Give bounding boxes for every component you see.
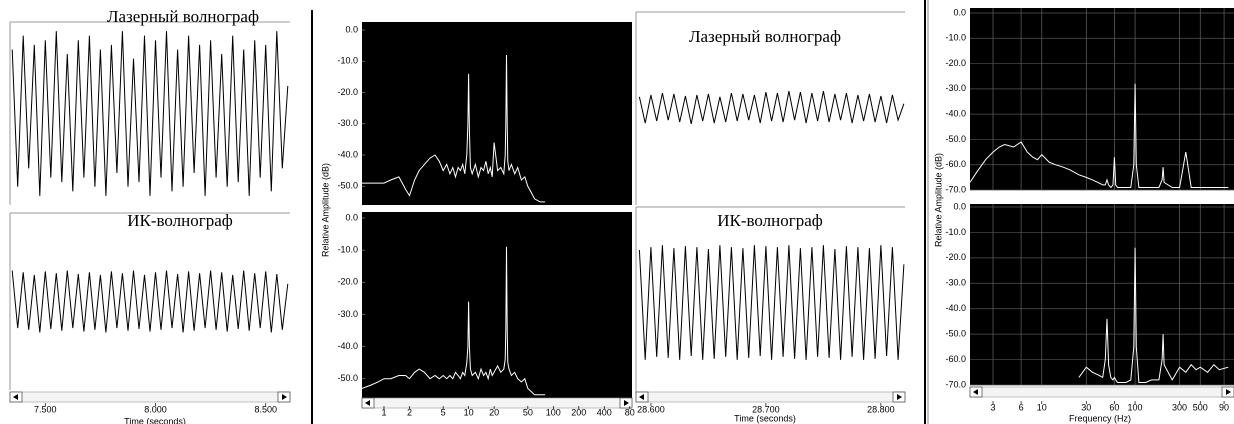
y-tick-label: 0.0 [345,24,358,34]
scroll-arrow [639,394,644,400]
y-tick-label: -20.0 [337,87,358,97]
x-tick-label: 90 [1219,402,1229,412]
y-tick-label: -70.0 [945,379,966,389]
y-tick-label: -70.0 [945,184,966,194]
plot-area [362,22,632,205]
subplot-title: Лазерный волнограф [107,7,259,26]
x-tick-label: 8.000 [144,404,167,414]
y-tick-label: -40.0 [337,149,358,159]
x-tick-label: 80 [625,407,635,417]
y-axis-label: Relative Amplitude (dB) [320,163,330,257]
x-tick-label: 5 [441,407,446,417]
y-tick-label: -20.0 [945,252,966,262]
y-tick-label: -50.0 [945,134,966,144]
scroll-arrow [365,400,370,406]
x-tick-label: 2 [407,407,412,417]
x-tick-label: 10 [1037,402,1047,412]
subplot-title: Лазерный волнограф [689,27,841,46]
signal-line [1078,247,1229,383]
scroll-arrow [282,394,287,400]
y-tick-label: -60.0 [945,354,966,364]
scrollbar [969,386,1234,398]
x-tick-label: 28.600 [637,404,665,414]
plot-area [970,204,1234,385]
x-axis-label: Frequency (Hz) [1069,413,1131,423]
x-axis-label: Time (seconds) [124,416,186,424]
signal-line [638,245,905,360]
signal-line [11,270,289,333]
x-axis-label: Time (seconds) [734,413,796,423]
y-tick-label: -30.0 [945,278,966,288]
x-tick-label: 10 [464,407,474,417]
y-tick-label: -20.0 [337,277,358,287]
y-tick-label: -20.0 [945,58,966,68]
y-tick-label: -10.0 [337,245,358,255]
signal-line [638,91,905,125]
y-tick-label: -30.0 [337,309,358,319]
y-tick-label: -50.0 [945,329,966,339]
subplot-title: ИК-волнограф [717,211,823,230]
signal-line [362,54,546,203]
y-tick-label: -40.0 [945,109,966,119]
scroll-arrow [624,400,629,406]
x-tick-label: 1 [381,407,386,417]
x-tick-label: 500 [1193,402,1208,412]
y-tick-label: -10.0 [945,33,966,43]
signal-line [11,31,289,196]
y-tick-label: -50.0 [337,373,358,383]
y-tick-label: -30.0 [945,83,966,93]
scrollbar [9,391,291,403]
x-tick-label: 30 [1081,402,1091,412]
y-tick-label: -10.0 [945,227,966,237]
x-tick-label: 8.500 [254,404,277,414]
x-tick-label: 200 [571,407,586,417]
scroll-arrow [1226,389,1231,395]
scroll-arrow [973,389,978,395]
scrollbar [635,391,906,403]
x-tick-label: 300 [1172,402,1187,412]
x-tick-label: 60 [1109,402,1119,412]
y-tick-label: -30.0 [337,118,358,128]
x-tick-label: 28.700 [752,404,780,414]
scroll-arrow [897,394,902,400]
x-tick-label: 50 [523,407,533,417]
y-tick-label: -50.0 [337,181,358,191]
x-tick-label: 100 [546,407,561,417]
x-tick-label: 7.500 [34,404,57,414]
x-tick-label: 20 [489,407,499,417]
plot-area [970,8,1234,190]
x-tick-label: 100 [1128,402,1143,412]
signal-line [970,83,1229,189]
x-tick-label: 6 [1019,402,1024,412]
y-tick-label: 0.0 [345,212,358,222]
scroll-arrow [13,394,18,400]
x-tick-label: 400 [597,407,612,417]
y-tick-label: -10.0 [337,56,358,66]
y-tick-label: -60.0 [945,159,966,169]
x-tick-label: 28.800 [867,404,895,414]
y-tick-label: -40.0 [945,303,966,313]
plot-area [362,212,632,398]
subplot-title: ИК-волнограф [127,211,233,230]
y-tick-label: -40.0 [337,341,358,351]
y-tick-label: 0.0 [953,7,966,17]
x-tick-label: 3 [991,402,996,412]
y-tick-label: 0.0 [953,201,966,211]
y-axis-label: Relative Amplitude (dB) [933,153,943,247]
signal-line [362,246,546,396]
